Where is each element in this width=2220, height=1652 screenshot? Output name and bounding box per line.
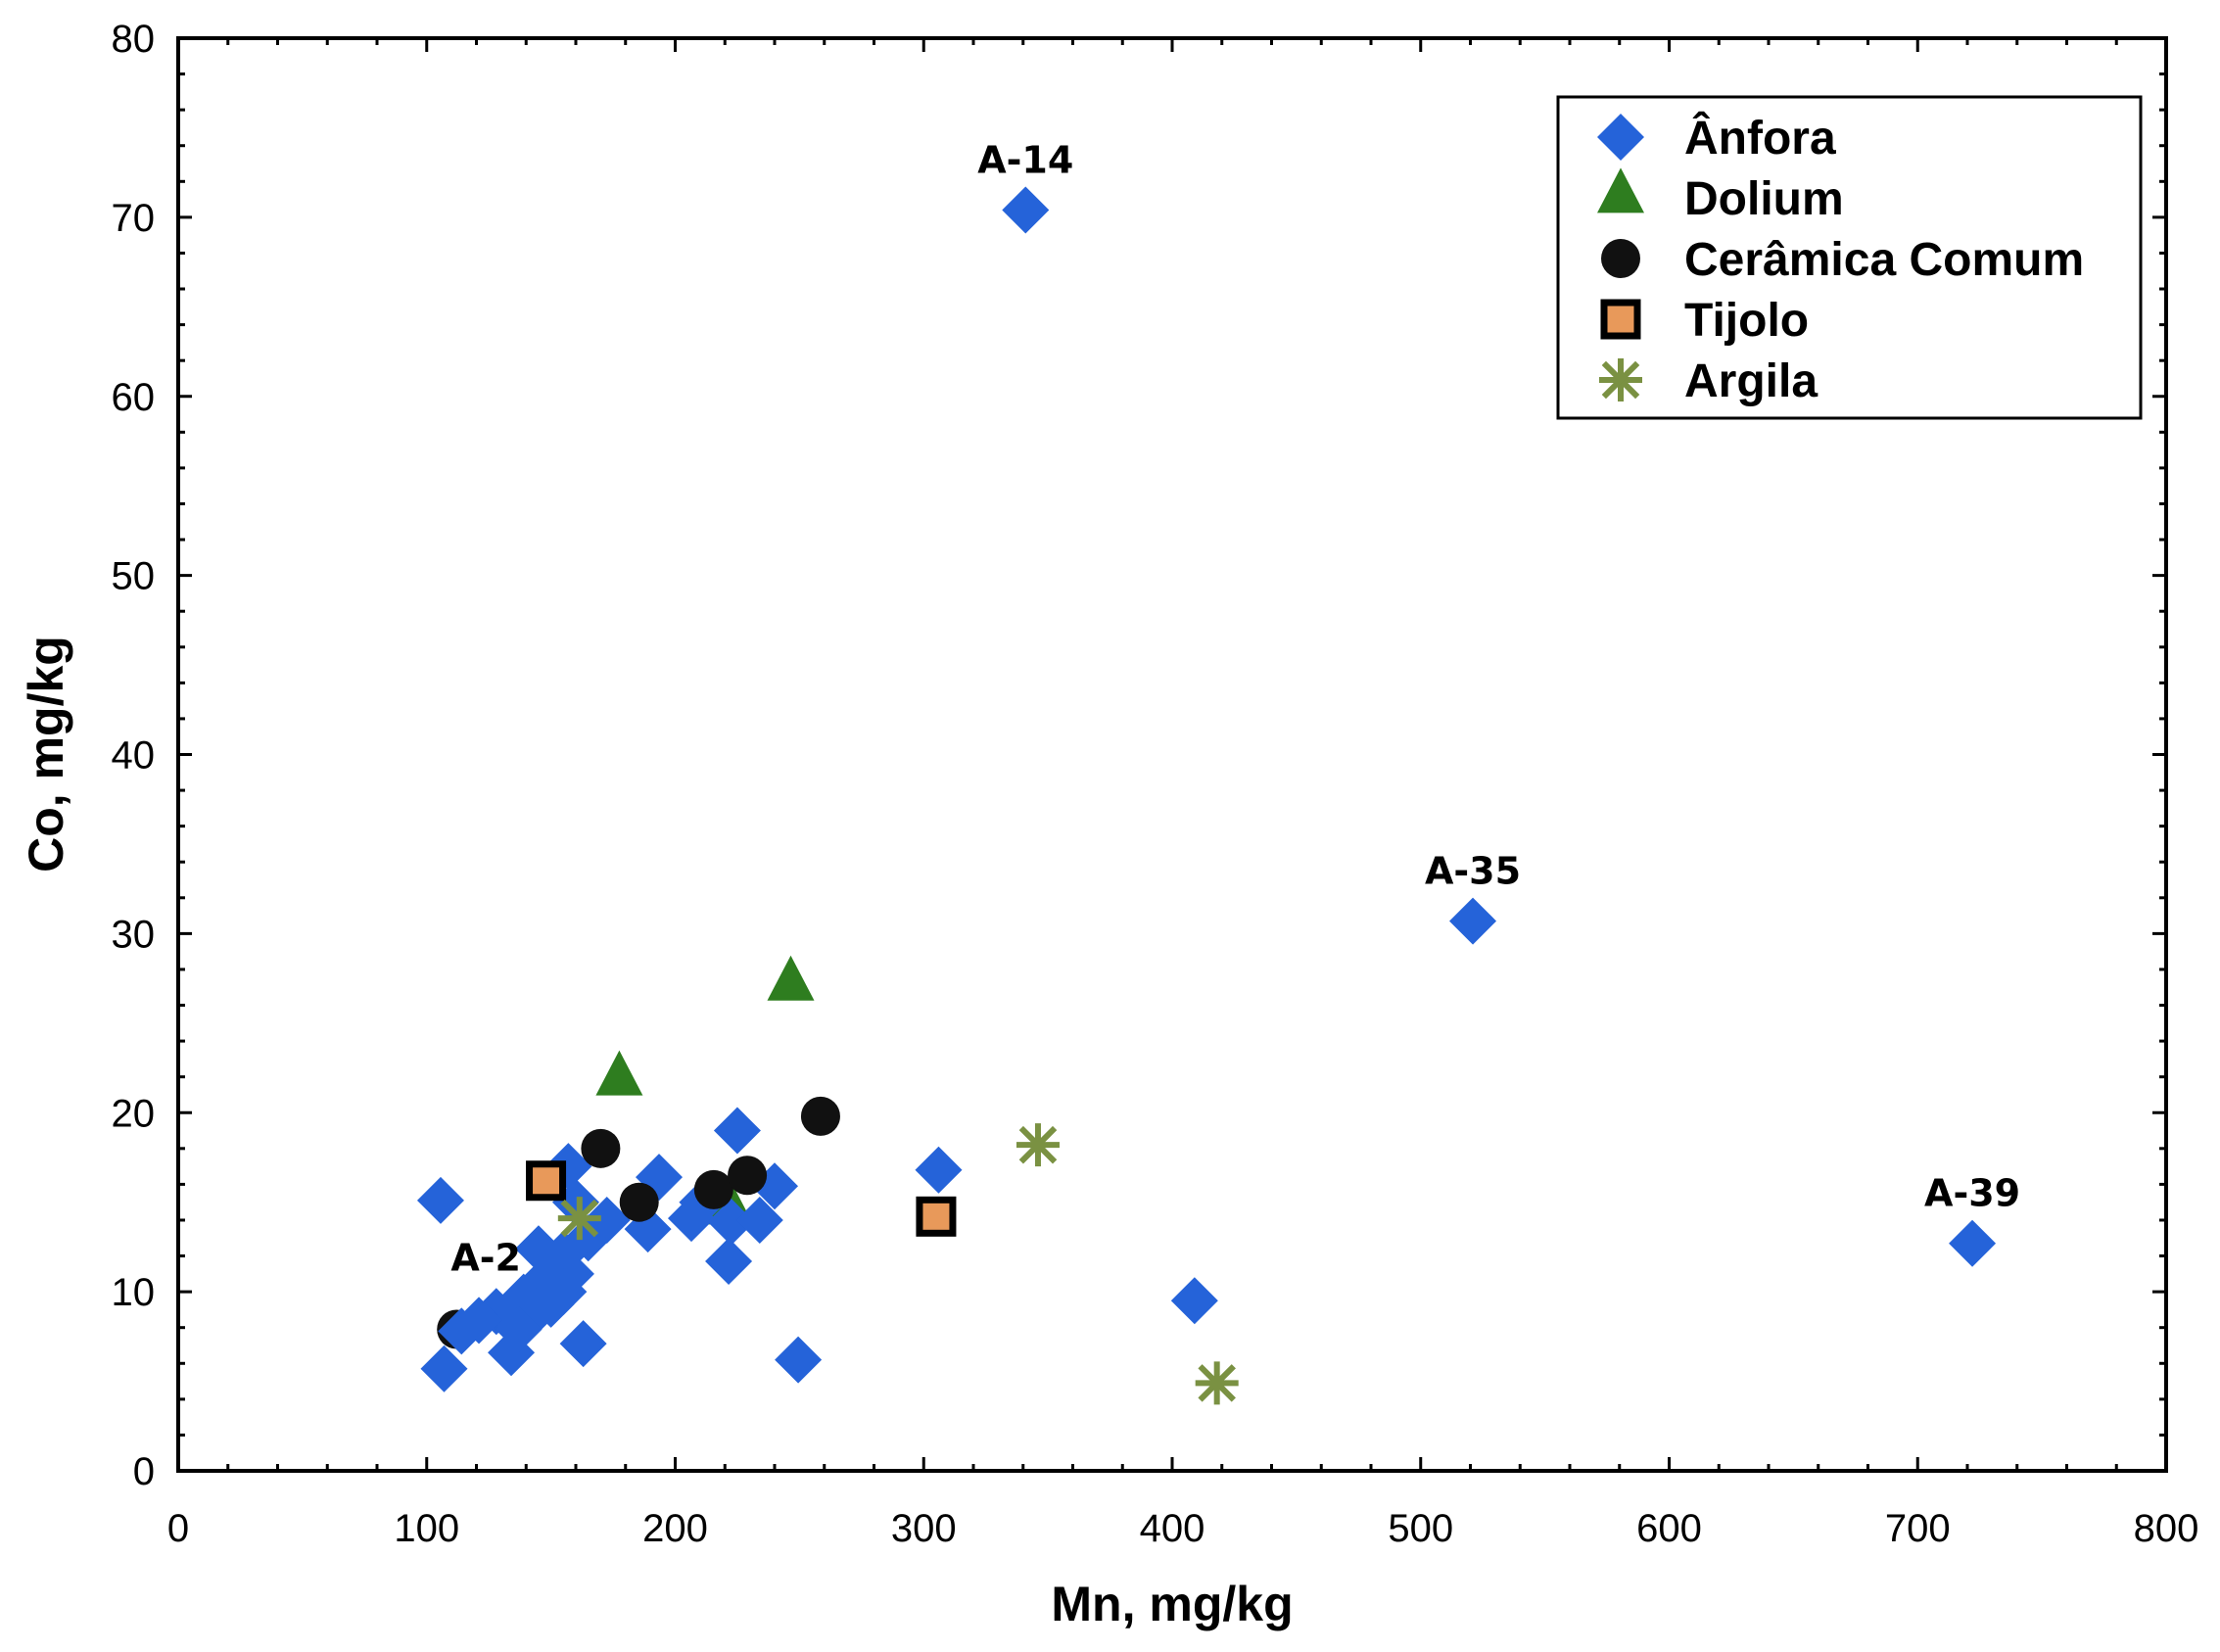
x-tick-label: 300 — [891, 1507, 957, 1550]
square-marker — [916, 1196, 957, 1237]
x-tick-label: 700 — [1885, 1507, 1951, 1550]
diamond-marker — [420, 1345, 468, 1392]
diamond-marker — [1949, 1219, 1997, 1267]
y-tick-label: 10 — [112, 1271, 156, 1314]
circle-marker — [728, 1156, 768, 1196]
x-tick-label: 400 — [1140, 1507, 1205, 1550]
point-annotation: A-35 — [1425, 850, 1521, 893]
point-annotations: A-14 A-35 A-39 A-2 — [450, 139, 2020, 1280]
legend-entry: Dolium — [1597, 167, 1844, 225]
diamond-marker — [1002, 186, 1050, 234]
point-annotation: A-39 — [1924, 1172, 2020, 1215]
diamond-marker — [705, 1238, 753, 1286]
diamond-marker — [713, 1107, 761, 1155]
y-tick-label: 80 — [112, 18, 156, 61]
legend-box — [1556, 95, 2143, 420]
legend-entry: Cerâmica Comum — [1601, 234, 2084, 286]
legend-asterisk-icon — [1599, 358, 1642, 401]
x-tick-label: 0 — [167, 1507, 189, 1550]
circle-marker — [581, 1128, 621, 1168]
legend-square-icon — [1600, 299, 1641, 340]
legend-entry: Tijolo — [1600, 295, 1809, 347]
x-axis-title: Mn, mg/kg — [1051, 1577, 1293, 1631]
diamond-marker — [1449, 897, 1497, 945]
square-marker — [526, 1160, 567, 1202]
asterisk-marker — [1016, 1123, 1060, 1167]
triangle-marker — [595, 1050, 643, 1096]
diamond-marker — [527, 1280, 575, 1328]
diamond-marker — [707, 1198, 755, 1246]
point-annotation: A-14 — [977, 139, 1073, 182]
diamond-marker — [915, 1146, 963, 1194]
diamond-marker — [1170, 1277, 1218, 1325]
x-tick-labels: 0 100 200 300 400 500 600 700 800 — [167, 1507, 2199, 1550]
diamond-marker — [735, 1196, 783, 1244]
data-markers — [416, 186, 1997, 1405]
point-annotation: A-2 — [450, 1237, 521, 1280]
legend-circle-icon — [1601, 239, 1640, 278]
x-tick-label: 800 — [2134, 1507, 2199, 1550]
y-tick-label: 0 — [133, 1450, 155, 1493]
y-tick-label: 50 — [112, 555, 156, 598]
legend: Ânfora Dolium Cerâmica Comum Tijolo Argila — [1556, 95, 2143, 420]
diamond-marker — [559, 1320, 607, 1368]
y-tick-label: 30 — [112, 913, 156, 956]
y-tick-label: 70 — [112, 197, 156, 240]
x-tick-label: 200 — [642, 1507, 708, 1550]
x-tick-label: 100 — [394, 1507, 459, 1550]
diamond-marker — [775, 1336, 823, 1384]
legend-label: Tijolo — [1684, 295, 1809, 347]
legend-label: Argila — [1684, 355, 1818, 407]
plot-frame — [176, 36, 2168, 1473]
circle-marker — [619, 1182, 659, 1222]
y-tick-label: 60 — [112, 376, 156, 419]
asterisk-marker — [557, 1197, 601, 1241]
y-tick-label: 40 — [112, 734, 156, 778]
y-tick-labels: 0 10 20 30 40 50 60 70 80 — [112, 18, 156, 1493]
y-tick-label: 20 — [112, 1092, 156, 1135]
circle-marker — [693, 1169, 733, 1209]
y-axis-title: Co, mg/kg — [19, 636, 73, 873]
legend-label: Cerâmica Comum — [1684, 234, 2084, 286]
legend-diamond-icon — [1597, 114, 1644, 161]
legend-entry: Ânfora — [1597, 111, 1836, 165]
legend-triangle-icon — [1597, 167, 1644, 213]
diamond-marker — [438, 1307, 486, 1355]
legend-label: Dolium — [1684, 173, 1844, 225]
x-tick-label: 500 — [1388, 1507, 1453, 1550]
diamond-marker — [495, 1305, 543, 1353]
circle-marker — [800, 1096, 840, 1136]
x-tick-label: 600 — [1636, 1507, 1702, 1550]
legend-entry: Argila — [1599, 355, 1818, 407]
asterisk-marker — [1195, 1361, 1239, 1405]
triangle-marker — [767, 955, 815, 1001]
diamond-marker — [416, 1176, 464, 1224]
legend-label: Ânfora — [1684, 111, 1836, 165]
